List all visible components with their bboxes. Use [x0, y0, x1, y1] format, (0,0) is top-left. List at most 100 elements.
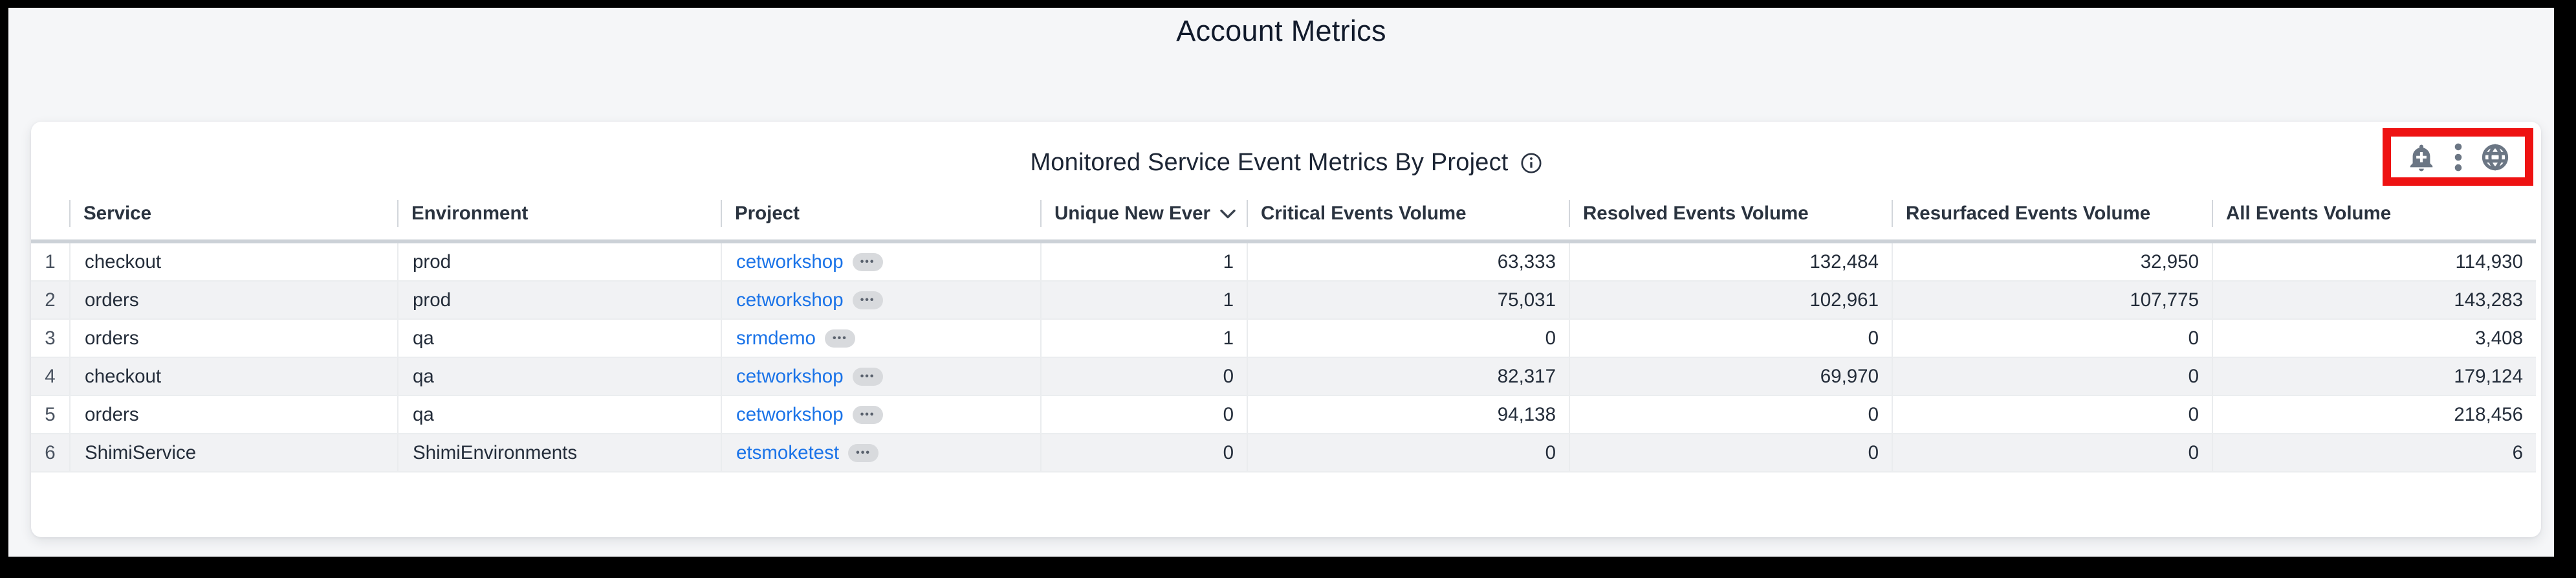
- table-header-row: Service Environment Project Unique New E…: [31, 188, 2536, 243]
- cell-environment: qa: [397, 396, 721, 433]
- table-row: 1 checkout prod cetworkshop ••• 1 63,333…: [31, 243, 2536, 282]
- cell-service: checkout: [69, 243, 397, 280]
- header-project[interactable]: Project: [721, 188, 1040, 239]
- cell-project: cetworkshop •••: [721, 282, 1040, 318]
- kebab-menu-icon[interactable]: [2454, 142, 2463, 172]
- cell-environment: prod: [397, 282, 721, 318]
- cell-resolved-events: 69,970: [1569, 358, 1892, 395]
- project-link[interactable]: cetworkshop: [736, 365, 844, 387]
- project-link[interactable]: srmdemo: [736, 327, 816, 349]
- project-more-button[interactable]: •••: [852, 252, 883, 271]
- page-title: Account Metrics: [1176, 14, 1386, 47]
- cell-critical-events: 82,317: [1247, 358, 1569, 395]
- cell-resolved-events: 102,961: [1569, 282, 1892, 318]
- cell-resolved-events: 0: [1569, 434, 1892, 471]
- project-more-button[interactable]: •••: [848, 443, 879, 462]
- table-row: 4 checkout qa cetworkshop ••• 0 82,317 6…: [31, 358, 2536, 396]
- panel-card: Monitored Service Event Metrics By Proje…: [31, 122, 2541, 537]
- cell-unique-new-ever: 0: [1040, 358, 1247, 395]
- cell-all-events: 3,408: [2212, 320, 2536, 357]
- row-index: 3: [45, 327, 56, 349]
- cell-all-events: 114,930: [2212, 243, 2536, 280]
- cell-unique-new-ever: 1: [1040, 282, 1247, 318]
- globe-icon[interactable]: [2480, 142, 2510, 172]
- info-icon[interactable]: [1520, 152, 1542, 174]
- header-index: [31, 188, 69, 239]
- cell-resolved-events: 0: [1569, 396, 1892, 433]
- cell-project: cetworkshop •••: [721, 396, 1040, 433]
- header-service[interactable]: Service: [69, 188, 397, 239]
- row-index: 4: [45, 365, 56, 387]
- cell-all-events: 6: [2212, 434, 2536, 471]
- header-all-events[interactable]: All Events Volume: [2212, 188, 2536, 239]
- dashboard-page: Account Metrics Monitored Service Event …: [8, 8, 2554, 557]
- project-more-button[interactable]: •••: [852, 291, 883, 309]
- cell-resurfaced-events: 0: [1892, 396, 2212, 433]
- header-resurfaced-events[interactable]: Resurfaced Events Volume: [1892, 188, 2212, 239]
- table-body: 1 checkout prod cetworkshop ••• 1 63,333…: [31, 243, 2536, 472]
- add-alert-icon[interactable]: [2407, 142, 2436, 172]
- ellipsis-icon: •••: [833, 332, 847, 344]
- cell-unique-new-ever: 0: [1040, 434, 1247, 471]
- annotation-highlight-box: [2383, 128, 2533, 186]
- project-link[interactable]: cetworkshop: [736, 250, 844, 272]
- table-row: 3 orders qa srmdemo ••• 1 0 0 0 3,408: [31, 320, 2536, 358]
- chevron-down-icon: [1219, 208, 1236, 219]
- cell-project: cetworkshop •••: [721, 358, 1040, 395]
- project-more-button[interactable]: •••: [852, 367, 883, 386]
- cell-environment: qa: [397, 358, 721, 395]
- header-environment[interactable]: Environment: [397, 188, 721, 239]
- project-link[interactable]: etsmoketest: [736, 441, 840, 463]
- row-index: 1: [45, 250, 56, 272]
- cell-all-events: 143,283: [2212, 282, 2536, 318]
- header-unique-new-ever[interactable]: Unique New Ever: [1040, 188, 1247, 239]
- metrics-table: Service Environment Project Unique New E…: [31, 188, 2536, 472]
- project-link[interactable]: cetworkshop: [736, 289, 844, 311]
- ellipsis-icon: •••: [856, 447, 871, 458]
- cell-critical-events: 0: [1247, 434, 1569, 471]
- cell-resurfaced-events: 107,775: [1892, 282, 2212, 318]
- cell-project: etsmoketest •••: [721, 434, 1040, 471]
- cell-environment: ShimiEnvironments: [397, 434, 721, 471]
- ellipsis-icon: •••: [860, 370, 875, 382]
- cell-unique-new-ever: 1: [1040, 243, 1247, 280]
- panel-title: Monitored Service Event Metrics By Proje…: [1030, 149, 1509, 176]
- cell-service: orders: [69, 396, 397, 433]
- ellipsis-icon: •••: [860, 256, 875, 267]
- cell-resurfaced-events: 0: [1892, 320, 2212, 357]
- cell-resolved-events: 132,484: [1569, 243, 1892, 280]
- project-link[interactable]: cetworkshop: [736, 403, 844, 425]
- cell-unique-new-ever: 0: [1040, 396, 1247, 433]
- cell-resurfaced-events: 0: [1892, 358, 2212, 395]
- cell-critical-events: 94,138: [1247, 396, 1569, 433]
- cell-resurfaced-events: 32,950: [1892, 243, 2212, 280]
- cell-resurfaced-events: 0: [1892, 434, 2212, 471]
- cell-all-events: 218,456: [2212, 396, 2536, 433]
- cell-service: checkout: [69, 358, 397, 395]
- ellipsis-icon: •••: [860, 294, 875, 306]
- project-more-button[interactable]: •••: [852, 405, 883, 424]
- cell-service: ShimiService: [69, 434, 397, 471]
- row-index: 2: [45, 289, 56, 311]
- project-more-button[interactable]: •••: [824, 329, 855, 348]
- cell-resolved-events: 0: [1569, 320, 1892, 357]
- cell-service: orders: [69, 320, 397, 357]
- panel-header: Monitored Service Event Metrics By Proje…: [31, 149, 2541, 177]
- cell-project: srmdemo •••: [721, 320, 1040, 357]
- table-row: 2 orders prod cetworkshop ••• 1 75,031 1…: [31, 282, 2536, 320]
- cell-environment: prod: [397, 243, 721, 280]
- cell-unique-new-ever: 1: [1040, 320, 1247, 357]
- cell-project: cetworkshop •••: [721, 243, 1040, 280]
- header-resolved-events[interactable]: Resolved Events Volume: [1569, 188, 1892, 239]
- cell-environment: qa: [397, 320, 721, 357]
- panel-toolbar: [2407, 142, 2510, 172]
- table-row: 6 ShimiService ShimiEnvironments etsmoke…: [31, 434, 2536, 472]
- ellipsis-icon: •••: [860, 408, 875, 420]
- cell-all-events: 179,124: [2212, 358, 2536, 395]
- row-index: 5: [45, 403, 56, 425]
- table-row: 5 orders qa cetworkshop ••• 0 94,138 0 0…: [31, 396, 2536, 434]
- cell-service: orders: [69, 282, 397, 318]
- header-critical-events[interactable]: Critical Events Volume: [1247, 188, 1569, 239]
- cell-critical-events: 63,333: [1247, 243, 1569, 280]
- row-index: 6: [45, 441, 56, 463]
